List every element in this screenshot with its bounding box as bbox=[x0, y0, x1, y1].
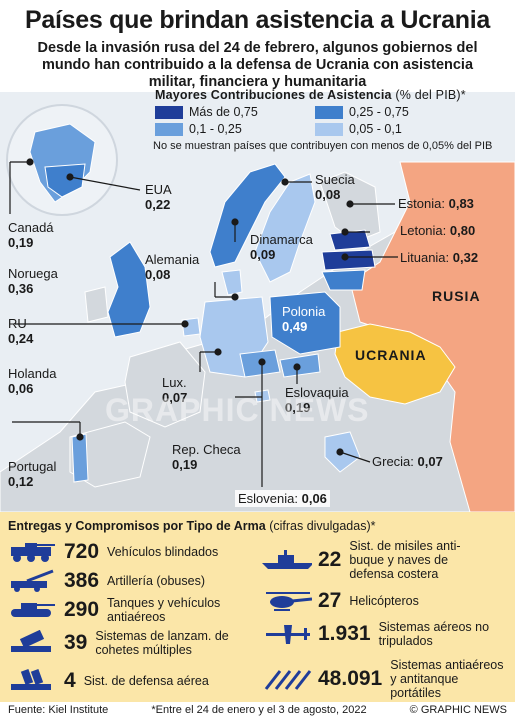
label-ru: RU 0,24 bbox=[8, 316, 34, 346]
footer-credit: © GRAPHIC NEWS bbox=[409, 704, 507, 716]
page-subtitle: Desde la invasión rusa del 24 de febrero… bbox=[37, 40, 478, 90]
legend-title: Mayores Contribuciones de Asistencia (% … bbox=[155, 88, 466, 102]
footer: Fuente: Kiel Institute *Entre el 24 de e… bbox=[0, 702, 515, 720]
label-rusia: RUSIA bbox=[432, 288, 481, 304]
label-canada: Canadá 0,19 bbox=[8, 220, 54, 250]
armored-vehicle-icon bbox=[6, 539, 58, 565]
tank-icon bbox=[6, 597, 58, 623]
ireland-shape bbox=[84, 286, 109, 323]
label-polonia: Polonia 0,49 bbox=[282, 304, 326, 334]
label-alemania: Alemania 0,08 bbox=[145, 252, 200, 282]
spain-shape bbox=[69, 421, 151, 488]
usa-shape bbox=[44, 163, 86, 198]
uk-shape bbox=[107, 241, 151, 338]
ukraine-shape bbox=[334, 323, 456, 405]
latvia-shape bbox=[321, 249, 376, 271]
weapon-item: 39 Sistemas de lanzam. de cohetes múltip… bbox=[6, 629, 245, 657]
estonia-shape bbox=[329, 229, 371, 251]
label-portugal: Portugal 0,12 bbox=[8, 459, 57, 489]
legend-item: 0,25 - 0,75 bbox=[315, 105, 475, 119]
helicopter-icon bbox=[260, 588, 312, 614]
legend-item: Más de 0,75 bbox=[155, 105, 315, 119]
warship-icon bbox=[260, 547, 312, 573]
artillery-icon bbox=[6, 568, 58, 594]
label-lux: Lux. 0,07 bbox=[162, 375, 188, 405]
label-ucrania: UCRANIA bbox=[355, 347, 427, 363]
watermark: GRAPHIC NEWS bbox=[105, 392, 370, 428]
air-defense-icon bbox=[6, 668, 58, 694]
portugal-shape bbox=[71, 433, 89, 483]
weapon-item: 22 Sist. de misiles anti-buque y naves d… bbox=[260, 539, 469, 581]
legend-item: 0,05 - 0,1 bbox=[315, 122, 475, 136]
label-letonia: Letonia: 0,80 bbox=[400, 223, 476, 238]
weapon-item: 1.931 Sistemas aéreos no tripulados bbox=[260, 620, 509, 648]
missiles-icon bbox=[260, 666, 312, 692]
label-eslovenia: Eslovenia: 0,06 bbox=[235, 490, 330, 507]
footer-source: Fuente: Kiel Institute bbox=[8, 704, 109, 716]
weapon-item: 720 Vehículos blindados bbox=[6, 539, 218, 565]
label-eslovaquia: Eslovaquia 0,19 bbox=[285, 385, 349, 415]
norway-shape bbox=[209, 163, 286, 268]
weapons-title: Entregas y Compromisos por Tipo de Arma … bbox=[8, 519, 376, 533]
label-dinamarca: Dinamarca 0,09 bbox=[250, 232, 313, 262]
legend-note: No se muestran países que contribuyen co… bbox=[153, 140, 493, 152]
drone-icon bbox=[260, 621, 312, 647]
legend-item: 0,1 - 0,25 bbox=[155, 122, 315, 136]
rocket-launcher-icon bbox=[6, 630, 58, 656]
poland-shape bbox=[269, 291, 341, 355]
weapon-item: 48.091 Sistemas antiaéreos y antitanque … bbox=[260, 658, 505, 700]
weapon-item: 4 Sist. de defensa aérea bbox=[6, 668, 209, 694]
label-holanda: Holanda 0,06 bbox=[8, 366, 57, 396]
weapons-panel: Entregas y Compromisos por Tipo de Arma … bbox=[0, 512, 515, 702]
europe-map: EUA 0,22 Canadá 0,19 Noruega 0,36 RU 0,24 Ho… bbox=[0, 92, 515, 512]
denmark-shape bbox=[221, 269, 243, 296]
label-lituania: Lituania: 0,32 bbox=[400, 250, 479, 265]
weapon-item: 386 Artillería (obuses) bbox=[6, 568, 205, 594]
label-suecia: Suecia 0,08 bbox=[315, 172, 355, 202]
lithuania-shape bbox=[321, 269, 366, 291]
map-shapes bbox=[0, 104, 515, 512]
weapon-item: 27 Helicópteros bbox=[260, 588, 419, 614]
france-shape bbox=[124, 341, 206, 428]
weapon-item: 290 Tanques y vehículos antiaéreos bbox=[6, 596, 247, 624]
label-eua: EUA 0,22 bbox=[145, 182, 172, 212]
label-estonia: Estonia: 0,83 bbox=[398, 196, 474, 211]
map-legend: Mayores Contribuciones de Asistencia (% … bbox=[153, 88, 515, 152]
footer-note: *Entre el 24 de enero y el 3 de agosto, … bbox=[151, 704, 367, 716]
label-checa: Rep. Checa 0,19 bbox=[172, 442, 241, 472]
page-title: Países que brindan asistencia a Ucrania bbox=[25, 6, 490, 34]
sweden-shape bbox=[254, 173, 316, 283]
label-noruega: Noruega 0,36 bbox=[8, 266, 58, 296]
label-grecia: Grecia: 0,07 bbox=[372, 454, 443, 469]
